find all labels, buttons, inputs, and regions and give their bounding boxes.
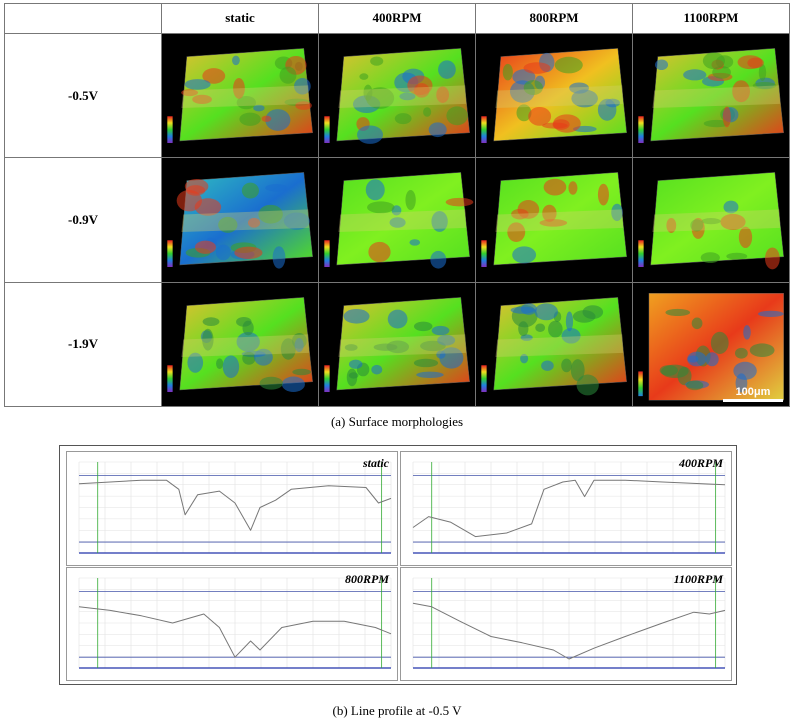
surface-image xyxy=(475,32,633,159)
column-header-400rpm: 400RPM xyxy=(318,3,476,34)
corner-header xyxy=(4,3,162,34)
surface-image xyxy=(632,32,790,159)
column-header-1100rpm: 1100RPM xyxy=(632,3,790,34)
profile-panel-static: static xyxy=(66,451,398,566)
profile-plot xyxy=(78,461,392,554)
profile-plot xyxy=(78,577,392,669)
profile-plot xyxy=(412,577,726,669)
surface-image xyxy=(475,157,633,283)
caption-surface-morphologies: (a) Surface morphologies xyxy=(330,414,464,429)
row-header-neg-0-5v: -0.5V xyxy=(4,32,162,159)
profile-panel-1100rpm: 1100RPM xyxy=(400,567,732,681)
surface-image xyxy=(161,32,319,159)
surface-morphology-table: static 400RPM 800RPM 1100RPM -0.5V -0.9V… xyxy=(4,3,790,408)
caption-line-profile: (b) Line profile at -0.5 V xyxy=(332,703,462,718)
profile-panel-400rpm: 400RPM xyxy=(400,451,732,566)
profile-title: 800RPM xyxy=(344,572,389,586)
column-header-800rpm: 800RPM xyxy=(475,3,633,34)
profile-title: 1100RPM xyxy=(673,572,723,586)
row-header-neg-1-9v: -1.9V xyxy=(4,281,162,408)
surface-image xyxy=(475,281,633,408)
surface-image xyxy=(632,157,790,283)
surface-image xyxy=(318,157,476,283)
surface-image: 100μm xyxy=(632,281,790,408)
profile-panel-800rpm: 800RPM xyxy=(66,567,398,681)
surface-image xyxy=(318,281,476,408)
profile-plot xyxy=(412,461,726,554)
surface-image xyxy=(318,32,476,159)
profile-title: static xyxy=(363,456,389,470)
scale-bar-label: 100μm xyxy=(735,386,771,398)
surface-image xyxy=(161,281,319,408)
scale-bar: 100μm xyxy=(723,386,783,402)
column-header-static: static xyxy=(161,3,319,34)
profile-title: 400RPM xyxy=(678,456,723,470)
scale-bar-line xyxy=(723,399,783,402)
row-header-neg-0-9v: -0.9V xyxy=(4,157,162,283)
surface-image xyxy=(161,157,319,283)
line-profile-figure: static 400RPM 800RPM 1100RPM xyxy=(59,445,737,685)
